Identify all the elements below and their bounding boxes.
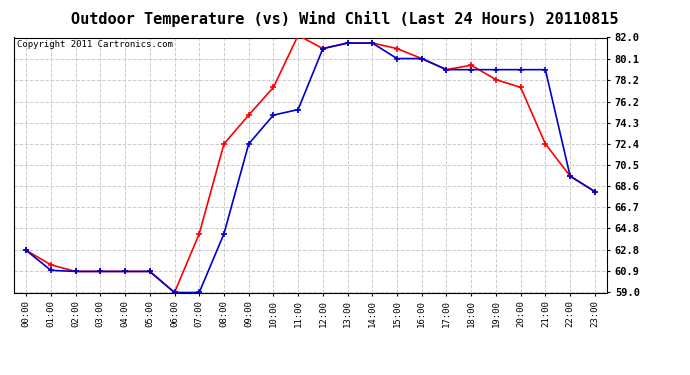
Text: Outdoor Temperature (vs) Wind Chill (Last 24 Hours) 20110815: Outdoor Temperature (vs) Wind Chill (Las… <box>71 11 619 27</box>
Text: Copyright 2011 Cartronics.com: Copyright 2011 Cartronics.com <box>17 40 172 49</box>
